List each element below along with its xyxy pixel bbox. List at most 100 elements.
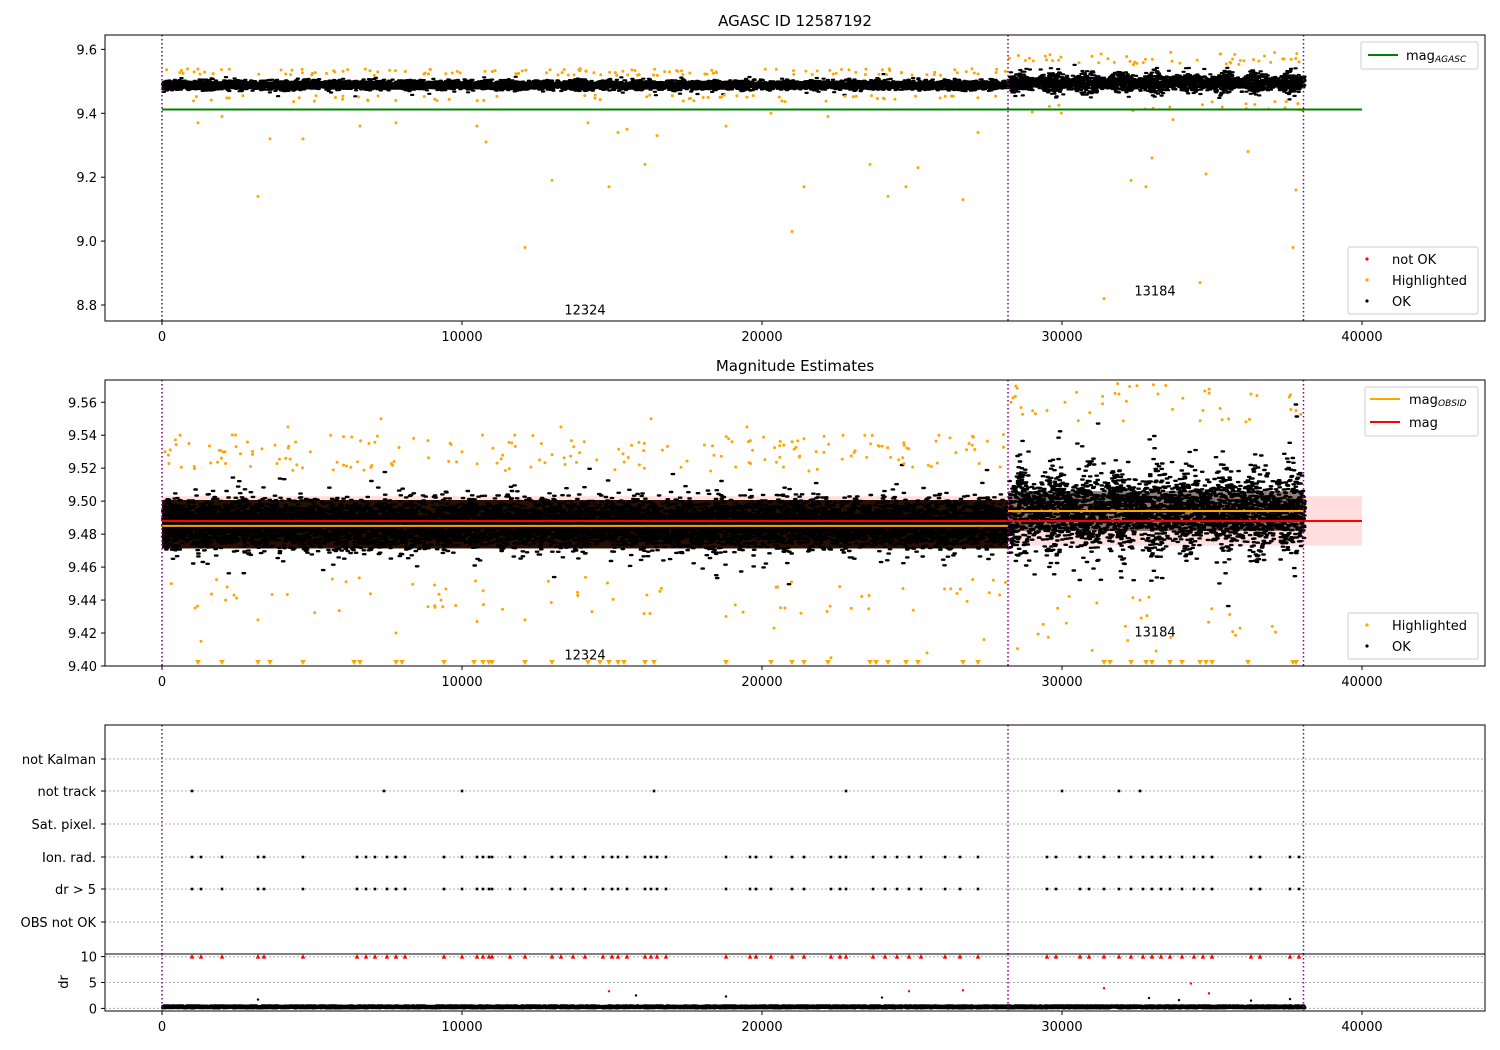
highlighted-point	[539, 442, 543, 446]
flag-event-marker	[943, 887, 947, 891]
highlighted-point	[880, 68, 884, 72]
highlighted-point	[584, 575, 588, 579]
highlighted-point	[268, 137, 272, 141]
highlighted-point	[868, 162, 872, 166]
highlighted-point	[1106, 57, 1110, 61]
highlighted-point	[954, 451, 958, 455]
flag-event-marker	[601, 855, 605, 859]
dr-clipped-marker	[363, 954, 369, 959]
x-tick-label: 40000	[1341, 1020, 1382, 1035]
highlighted-point	[965, 599, 969, 603]
highlighted-point	[774, 460, 778, 464]
highlighted-point	[790, 230, 794, 234]
flag-event-marker	[802, 855, 806, 859]
flag-event-marker	[754, 855, 758, 859]
highlighted-below-range-marker	[1197, 660, 1203, 665]
dr-clipped-marker	[918, 954, 924, 959]
x-tick-label: 30000	[1041, 675, 1082, 690]
highlighted-point	[649, 417, 653, 421]
highlighted-below-range-marker	[549, 660, 555, 665]
x-tick-label: 10000	[441, 1020, 482, 1035]
highlighted-point	[501, 453, 505, 457]
y-tick-label: 9.0	[76, 235, 97, 250]
flag-event-marker	[895, 887, 899, 891]
highlighted-point	[460, 450, 464, 454]
highlighted-point	[970, 67, 974, 71]
panel-3-frame	[104, 724, 1486, 1012]
flag-event-marker	[1180, 855, 1184, 859]
highlighted-below-range-marker	[522, 660, 528, 665]
highlighted-point	[286, 425, 290, 429]
highlighted-point	[1113, 391, 1117, 395]
highlighted-point	[838, 585, 842, 589]
highlighted-point	[655, 134, 659, 138]
ok-points-cloud	[160, 73, 1012, 98]
highlighted-point	[196, 121, 200, 125]
highlighted-point	[220, 114, 224, 118]
flag-event-marker	[1141, 855, 1145, 859]
highlighted-below-range-marker	[1107, 660, 1113, 665]
highlighted-point	[1210, 100, 1214, 104]
legend-mag-obsid-label: mag	[1409, 393, 1438, 408]
flag-event-marker	[1054, 855, 1058, 859]
highlighted-point	[865, 455, 869, 459]
highlighted-point	[625, 127, 629, 131]
highlighted-point	[1112, 60, 1116, 64]
highlighted-point	[1299, 412, 1303, 416]
highlighted-point	[747, 461, 751, 465]
highlighted-point	[926, 463, 930, 467]
dr-point	[1249, 999, 1253, 1002]
highlighted-point	[991, 578, 995, 582]
highlighted-point	[198, 72, 202, 76]
highlighted-point	[192, 465, 196, 469]
highlighted-point	[1015, 647, 1019, 651]
highlighted-point	[523, 246, 527, 250]
highlighted-point	[710, 68, 714, 72]
highlighted-point	[792, 72, 796, 76]
highlighted-point	[1181, 396, 1185, 400]
highlighted-point	[288, 457, 292, 461]
flag-event-marker	[1249, 855, 1253, 859]
highlighted-point	[902, 462, 906, 466]
highlighted-point	[1164, 383, 1168, 387]
highlighted-point	[1244, 420, 1248, 424]
dr-clipped-marker	[942, 954, 948, 959]
dr-outlier-point	[1189, 982, 1193, 985]
highlighted-point	[593, 96, 597, 100]
highlighted-point	[563, 462, 567, 466]
highlighted-point	[1067, 594, 1071, 598]
highlighted-point	[1009, 400, 1013, 404]
flag-event-marker	[1210, 855, 1214, 859]
highlighted-point	[964, 70, 968, 74]
panel-2-title: Magnitude Estimates	[716, 357, 874, 375]
flag-event-marker	[460, 887, 464, 891]
flag-event-marker	[802, 887, 806, 891]
highlighted-point	[284, 72, 288, 76]
highlighted-point	[1135, 384, 1139, 388]
highlighted-point	[208, 444, 212, 448]
panel-2-legend-lower: Highlighted OK	[1347, 612, 1479, 660]
highlighted-point	[346, 68, 350, 72]
highlighted-point	[435, 99, 439, 103]
highlighted-point	[616, 130, 620, 134]
flag-event-marker	[625, 855, 629, 859]
highlighted-point	[778, 439, 782, 443]
highlighted-below-range-marker	[651, 660, 657, 665]
highlighted-point	[1255, 394, 1259, 398]
dr-clipped-marker	[1086, 954, 1092, 959]
highlighted-point	[925, 73, 929, 77]
flag-event-marker	[1288, 855, 1292, 859]
highlighted-point	[599, 73, 603, 77]
highlighted-point	[1056, 606, 1060, 610]
flag-event-marker	[655, 887, 659, 891]
highlighted-below-range-marker	[960, 660, 966, 665]
highlighted-point	[1013, 394, 1017, 398]
highlighted-point	[1003, 69, 1007, 73]
x-tick-label: 40000	[1341, 330, 1382, 345]
highlighted-point	[1210, 607, 1214, 611]
flag-event-marker	[919, 855, 923, 859]
highlighted-below-range-marker	[873, 660, 879, 665]
highlighted-point	[1220, 105, 1224, 109]
highlighted-point	[901, 456, 905, 460]
y-tick-label: 5	[89, 977, 97, 992]
